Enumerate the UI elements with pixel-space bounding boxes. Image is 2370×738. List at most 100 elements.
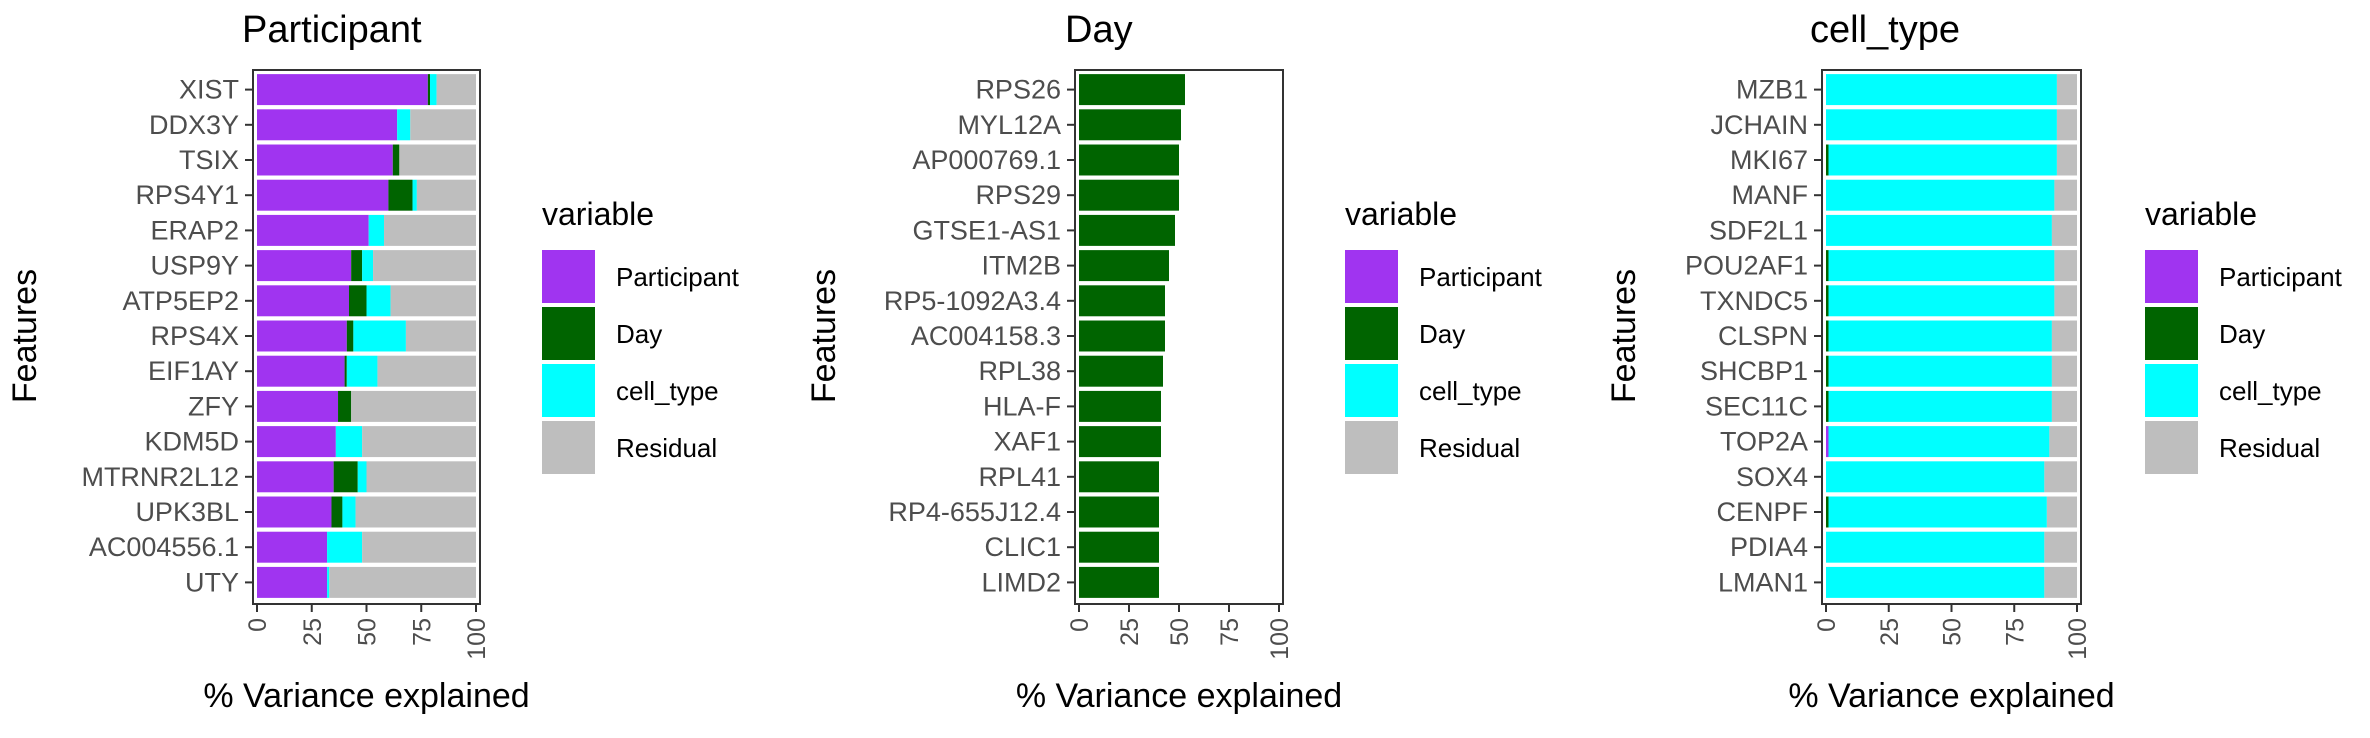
bar-segment-cell-type-mzb1 [1826, 74, 2057, 106]
y-tick-label: XIST [179, 75, 239, 105]
bar-segment-day-rpl38 [1079, 355, 1163, 387]
legend-title: variable [1345, 196, 1457, 232]
x-tick-label: 75 [2001, 618, 2029, 646]
bar-segment-cell-type-jchain [1826, 109, 2057, 141]
bar-segment-residual-rps4x [405, 320, 476, 352]
x-tick-label: 50 [1939, 618, 1967, 646]
bar-segment-residual-erap2 [384, 214, 476, 246]
bar-segment-cell-type-txndc5 [1828, 285, 2055, 317]
bar-segment-cell-type-ac004556.1 [327, 531, 363, 563]
x-tick-label: 50 [1166, 618, 1194, 646]
y-tick-label: AP000769.1 [912, 145, 1061, 175]
y-tick-label: DDX3Y [149, 110, 239, 140]
legend-key-participant [542, 250, 595, 303]
bar-segment-day-clic1 [1079, 531, 1159, 563]
y-tick-label: RPS26 [975, 75, 1061, 105]
bar-segment-participant-rps4y1 [257, 179, 389, 211]
y-tick-label: ERAP2 [150, 215, 239, 245]
x-tick-label: 0 [1813, 618, 1841, 632]
bar-segment-day-limd2 [1079, 566, 1159, 598]
y-tick-label: RP4-655J12.4 [888, 497, 1061, 527]
y-tick-label: EIF1AY [148, 356, 239, 386]
y-tick-label: JCHAIN [1710, 110, 1808, 140]
y-tick-label: SDF2L1 [1709, 215, 1808, 245]
bar-segment-residual-jchain [2056, 109, 2077, 141]
bar-segment-residual-atp5ep2 [390, 285, 476, 317]
legend-key-residual [542, 421, 595, 474]
bar-segment-cell-type-pdia4 [1826, 531, 2045, 563]
y-tick-label: TXNDC5 [1700, 286, 1808, 316]
y-tick-label: ZFY [188, 391, 239, 421]
bar-segment-day-rps4y1 [388, 179, 413, 211]
bar-segment-participant-atp5ep2 [257, 285, 349, 317]
bar-segment-cell-type-xist [430, 74, 437, 106]
bar-segment-residual-txndc5 [2054, 285, 2077, 317]
bar-segment-day-ap000769.1 [1079, 144, 1179, 176]
bar-segment-residual-eif1ay [377, 355, 476, 387]
legend-label: Residual [616, 433, 717, 463]
bar-segment-cell-type-upk3bl [342, 496, 356, 528]
x-tick-label: 25 [299, 618, 327, 646]
bar-segment-day-upk3bl [331, 496, 343, 528]
x-tick-label: 0 [1066, 618, 1094, 632]
legend-key-cell-type [1345, 364, 1398, 417]
bar-segment-residual-mki67 [2056, 144, 2077, 176]
bar-segment-day-shcbp1 [1826, 355, 1829, 387]
y-tick-label: LIMD2 [981, 567, 1061, 597]
bar-segment-cell-type-usp9y [362, 250, 374, 282]
bar-segment-day-sec11c [1826, 390, 1829, 422]
bar-segment-cell-type-cenpf [1828, 496, 2047, 528]
bar-segment-residual-shcbp1 [2051, 355, 2077, 387]
legend-key-cell-type [2145, 364, 2198, 417]
y-tick-label: RPS29 [975, 180, 1061, 210]
x-axis-title: % Variance explained [1016, 677, 1342, 715]
panel-day: DayRPS26MYL12AAP000769.1RPS29GTSE1-AS1IT… [805, 9, 1543, 715]
bar-segment-day-atp5ep2 [348, 285, 367, 317]
bar-segment-participant-tsix [257, 144, 393, 176]
bar-segment-cell-type-shcbp1 [1828, 355, 2052, 387]
y-tick-label: UPK3BL [135, 497, 239, 527]
bar-segment-day-rps26 [1079, 74, 1185, 106]
bar-segment-cell-type-rps4y1 [412, 179, 417, 211]
legend-key-day [1345, 307, 1398, 360]
x-axis-title: % Variance explained [203, 677, 529, 715]
y-tick-label: MYL12A [957, 110, 1061, 140]
legend-title: variable [542, 196, 654, 232]
bar-segment-day-rps29 [1079, 179, 1179, 211]
bar-segment-residual-cenpf [2046, 496, 2077, 528]
bar-segment-day-rpl41 [1079, 461, 1159, 493]
y-tick-label: TOP2A [1720, 427, 1808, 457]
bar-segment-day-pou2af1 [1826, 250, 1829, 282]
y-tick-label: SEC11C [1705, 391, 1808, 421]
x-tick-label: 75 [1216, 618, 1244, 646]
legend-key-day [542, 307, 595, 360]
bar-segment-residual-kdm5d [362, 426, 476, 458]
bar-segment-day-zfy [338, 390, 352, 422]
bar-segment-cell-type-erap2 [368, 214, 385, 246]
legend-key-day [2145, 307, 2198, 360]
y-tick-label: KDM5D [144, 427, 239, 457]
bar-segment-cell-type-sox4 [1826, 461, 2045, 493]
legend-label: Day [616, 319, 662, 349]
bar-segment-cell-type-mki67 [1828, 144, 2057, 176]
bar-segment-participant-uty [257, 566, 328, 598]
y-tick-label: MKI67 [1730, 145, 1808, 175]
bar-segment-residual-rps4y1 [416, 179, 476, 211]
bar-segment-residual-sox4 [2044, 461, 2077, 493]
x-tick-label: 100 [2064, 618, 2092, 660]
bar-segment-cell-type-sdf2l1 [1826, 214, 2052, 246]
bar-segment-day-hla-f [1079, 390, 1161, 422]
bar-segment-residual-manf [2054, 179, 2077, 211]
bar-segment-participant-xist [257, 74, 428, 106]
y-tick-label: TSIX [179, 145, 239, 175]
bar-segment-participant-mtrnr2l12 [257, 461, 334, 493]
bar-segment-cell-type-uty [327, 566, 330, 598]
y-axis-title: Features [805, 269, 843, 403]
legend-title: variable [2145, 196, 2257, 232]
x-tick-label: 25 [1116, 618, 1144, 646]
y-axis-title: Features [6, 269, 44, 403]
bar-segment-participant-upk3bl [257, 496, 332, 528]
bar-segment-participant-rps4x [257, 320, 347, 352]
bar-segment-cell-type-rps4x [353, 320, 406, 352]
